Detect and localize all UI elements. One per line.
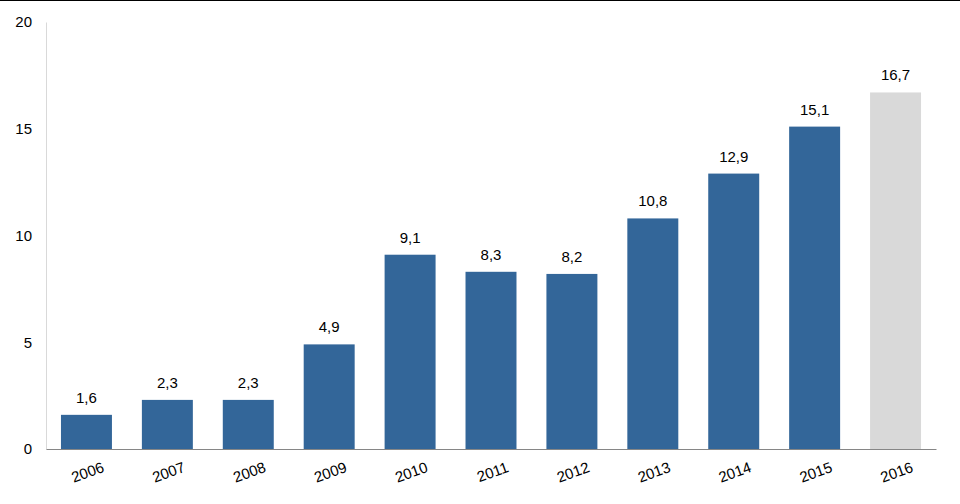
x-tick-label: 2009 bbox=[312, 458, 349, 485]
x-tick: 2011 bbox=[475, 449, 511, 485]
y-tick: 10 bbox=[15, 227, 46, 244]
data-label: 8,3 bbox=[481, 246, 502, 263]
data-label: 12,9 bbox=[719, 148, 748, 165]
y-tick-label: 15 bbox=[15, 120, 32, 137]
x-tick: 2008 bbox=[231, 449, 268, 486]
x-tick: 2013 bbox=[635, 449, 672, 486]
x-axis: 2006 2007 2008 2009 2010 2011 2012 2013 2014 2015… bbox=[47, 449, 937, 486]
data-label: 8,2 bbox=[561, 248, 582, 265]
bar bbox=[385, 255, 436, 449]
data-label: 4,9 bbox=[319, 318, 340, 335]
x-tick-label: 2016 bbox=[878, 458, 915, 485]
data-label: 2,3 bbox=[238, 374, 259, 391]
x-tick-label: 2015 bbox=[797, 458, 834, 485]
y-tick-label: 20 bbox=[15, 13, 32, 30]
bar bbox=[708, 174, 759, 449]
x-tick: 2014 bbox=[716, 449, 753, 486]
x-tick-label: 2008 bbox=[231, 458, 268, 485]
x-tick-label: 2006 bbox=[69, 458, 106, 485]
bar bbox=[142, 400, 193, 449]
x-tick-label: 2007 bbox=[150, 458, 187, 485]
chart: 0 5 10 15 20 2006 2007 2008 2009 2010 2011 2012 2013… bbox=[0, 0, 960, 504]
y-axis: 0 5 10 15 20 bbox=[15, 13, 46, 457]
bar bbox=[789, 127, 840, 449]
x-tick: 2006 bbox=[69, 449, 106, 486]
y-tick: 5 bbox=[24, 334, 46, 351]
bar bbox=[223, 400, 274, 449]
plot: 0 5 10 15 20 2006 2007 2008 2009 2010 2011 2012 2013… bbox=[15, 13, 936, 485]
bar bbox=[466, 272, 517, 449]
y-tick-label: 10 bbox=[15, 227, 32, 244]
x-tick-label: 2013 bbox=[635, 458, 672, 485]
data-label: 9,1 bbox=[400, 229, 421, 246]
x-tick: 2012 bbox=[554, 449, 591, 486]
y-tick: 15 bbox=[15, 120, 46, 137]
data-label: 15,1 bbox=[800, 101, 829, 118]
bar bbox=[304, 344, 355, 449]
x-tick-label: 2011 bbox=[475, 458, 511, 485]
x-tick: 2016 bbox=[878, 449, 915, 486]
data-label: 2,3 bbox=[157, 374, 178, 391]
x-tick-label: 2012 bbox=[554, 458, 591, 485]
x-tick: 2007 bbox=[150, 449, 187, 486]
bar bbox=[870, 92, 921, 449]
y-tick: 0 bbox=[24, 440, 46, 457]
x-tick: 2015 bbox=[797, 449, 834, 486]
y-tick-label: 0 bbox=[24, 440, 32, 457]
data-label: 1,6 bbox=[76, 389, 97, 406]
x-tick-label: 2010 bbox=[393, 458, 430, 485]
data-label: 16,7 bbox=[881, 66, 910, 83]
bar bbox=[627, 218, 678, 449]
data-label: 10,8 bbox=[638, 192, 667, 209]
data-labels: 1,6 2,3 2,3 4,9 9,1 8,3 8,2 10,8 12,9 15,1 16,7 bbox=[76, 66, 910, 405]
y-tick-label: 5 bbox=[24, 334, 32, 351]
x-tick: 2010 bbox=[393, 449, 430, 486]
x-tick: 2009 bbox=[312, 449, 349, 486]
bar bbox=[546, 274, 597, 449]
bar bbox=[61, 415, 112, 449]
frame-top bbox=[0, 0, 960, 1]
y-tick: 20 bbox=[15, 13, 46, 30]
bars bbox=[61, 92, 921, 449]
x-axis-line bbox=[47, 449, 937, 450]
x-tick-label: 2014 bbox=[716, 458, 753, 485]
y-axis-line bbox=[46, 23, 47, 450]
